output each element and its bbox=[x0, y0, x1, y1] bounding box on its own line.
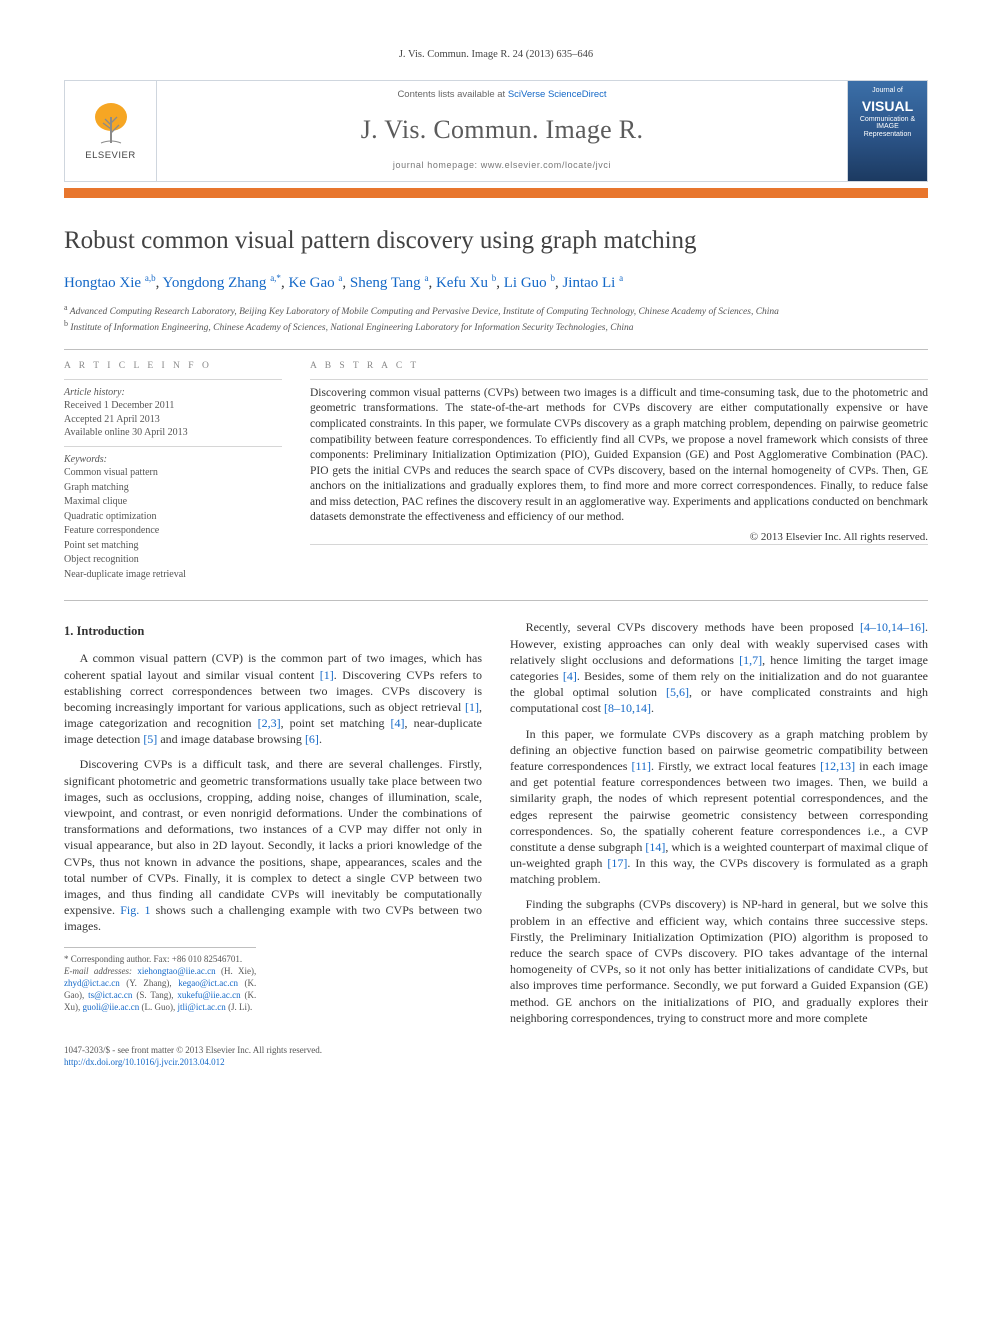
citation-link[interactable]: [4] bbox=[563, 669, 577, 683]
affiliation-a: Advanced Computing Research Laboratory, … bbox=[70, 307, 779, 317]
author-link[interactable]: Ke Gao bbox=[288, 275, 334, 291]
keyword-item: Common visual pattern bbox=[64, 466, 282, 481]
citation-link[interactable]: [8–10,14] bbox=[604, 701, 651, 715]
section-heading: 1. Introduction bbox=[64, 623, 482, 640]
contents-prefix: Contents lists available at bbox=[397, 89, 507, 100]
journal-masthead: ELSEVIER Contents lists available at Sci… bbox=[64, 80, 928, 182]
abstract-copyright: © 2013 Elsevier Inc. All rights reserved… bbox=[310, 530, 928, 545]
keywords-list: Common visual patternGraph matchingMaxim… bbox=[64, 466, 282, 582]
history-online: Available online 30 April 2013 bbox=[64, 426, 282, 440]
email-link[interactable]: xukefu@iie.ac.cn bbox=[177, 990, 240, 1000]
history-received: Received 1 December 2011 bbox=[64, 399, 282, 413]
citation-link[interactable]: [1,7] bbox=[739, 653, 762, 667]
author-list: Hongtao Xie a,b, Yongdong Zhang a,*, Ke … bbox=[64, 272, 928, 293]
keyword-item: Near-duplicate image retrieval bbox=[64, 568, 282, 583]
author-link[interactable]: Sheng Tang bbox=[350, 275, 421, 291]
citation-link[interactable]: [1] bbox=[320, 668, 334, 682]
citation-link[interactable]: [12,13] bbox=[820, 759, 855, 773]
history-label: Article history: bbox=[64, 386, 282, 400]
author-link[interactable]: Hongtao Xie bbox=[64, 275, 141, 291]
journal-homepage: journal homepage: www.elsevier.com/locat… bbox=[165, 159, 839, 171]
abstract-column: A B S T R A C T Discovering common visua… bbox=[310, 360, 928, 582]
citation-link[interactable]: [1] bbox=[465, 700, 479, 714]
article-info-heading: A R T I C L E I N F O bbox=[64, 360, 282, 373]
front-matter-line: 1047-3203/$ - see front matter © 2013 El… bbox=[64, 1044, 928, 1056]
rule bbox=[64, 600, 928, 601]
email-link[interactable]: xiehongtao@iie.ac.cn bbox=[137, 966, 215, 976]
cover-subtitle-2: Communication & IMAGE Representation bbox=[848, 116, 927, 139]
contents-list-line: Contents lists available at SciVerse Sci… bbox=[165, 89, 839, 102]
author-link[interactable]: Yongdong Zhang bbox=[163, 275, 267, 291]
citation-link[interactable]: [5,6] bbox=[666, 685, 689, 699]
keyword-item: Maximal clique bbox=[64, 495, 282, 510]
footnotes: * Corresponding author. Fax: +86 010 825… bbox=[64, 947, 256, 1014]
keyword-item: Point set matching bbox=[64, 539, 282, 554]
corresponding-author-note: * Corresponding author. Fax: +86 010 825… bbox=[64, 953, 256, 965]
email-link[interactable]: kegao@ict.ac.cn bbox=[178, 978, 238, 988]
email-addresses: E-mail addresses: xiehongtao@iie.ac.cn (… bbox=[64, 965, 256, 1014]
abstract-heading: A B S T R A C T bbox=[310, 360, 928, 373]
history-accepted: Accepted 21 April 2013 bbox=[64, 413, 282, 427]
affiliation-b: Institute of Information Engineering, Ch… bbox=[70, 323, 633, 333]
figure-ref-link[interactable]: Fig. 1 bbox=[120, 903, 150, 917]
body-paragraph: Discovering CVPs is a difficult task, an… bbox=[64, 756, 482, 934]
sciencedirect-link[interactable]: SciVerse ScienceDirect bbox=[508, 89, 607, 100]
elsevier-tree-icon bbox=[87, 99, 135, 147]
author-link[interactable]: Jintao Li bbox=[562, 275, 615, 291]
citation-link[interactable]: [17] bbox=[607, 856, 627, 870]
body-paragraph: Recently, several CVPs discovery methods… bbox=[510, 619, 928, 716]
emails-label: E-mail addresses: bbox=[64, 966, 132, 976]
author-link[interactable]: Li Guo bbox=[504, 275, 547, 291]
keyword-item: Graph matching bbox=[64, 481, 282, 496]
citation-link[interactable]: [11] bbox=[631, 759, 651, 773]
rule bbox=[64, 349, 928, 350]
citation-link[interactable]: [14] bbox=[645, 840, 665, 854]
masthead-accent-bar bbox=[64, 188, 928, 198]
citation-link[interactable]: [2,3] bbox=[258, 716, 281, 730]
article-info-column: A R T I C L E I N F O Article history: R… bbox=[64, 360, 282, 582]
keyword-item: Quadratic optimization bbox=[64, 510, 282, 525]
body-paragraph: Finding the subgraphs (CVPs discovery) i… bbox=[510, 896, 928, 1026]
abstract-text: Discovering common visual patterns (CVPs… bbox=[310, 386, 928, 526]
citation-link[interactable]: [4] bbox=[391, 716, 405, 730]
publisher-logo: ELSEVIER bbox=[65, 81, 157, 181]
citation-link[interactable]: [4–10,14–16] bbox=[860, 620, 925, 634]
email-link[interactable]: guoli@iie.ac.cn bbox=[83, 1002, 140, 1012]
front-matter-footer: 1047-3203/$ - see front matter © 2013 El… bbox=[64, 1044, 928, 1068]
doi-link[interactable]: http://dx.doi.org/10.1016/j.jvcir.2013.0… bbox=[64, 1057, 225, 1067]
email-link[interactable]: zhyd@ict.ac.cn bbox=[64, 978, 120, 988]
running-head: J. Vis. Commun. Image R. 24 (2013) 635–6… bbox=[64, 48, 928, 62]
publisher-brand: ELSEVIER bbox=[85, 150, 135, 163]
cover-word: VISUAL bbox=[862, 97, 913, 116]
keyword-item: Object recognition bbox=[64, 553, 282, 568]
keywords-label: Keywords: bbox=[64, 453, 282, 467]
journal-cover-thumbnail: Journal of VISUAL Communication & IMAGE … bbox=[847, 81, 927, 181]
keyword-item: Feature correspondence bbox=[64, 524, 282, 539]
email-link[interactable]: ts@ict.ac.cn bbox=[88, 990, 132, 1000]
affiliations: a Advanced Computing Research Laboratory… bbox=[64, 303, 928, 335]
article-body: 1. Introduction A common visual pattern … bbox=[64, 619, 928, 1026]
citation-link[interactable]: [6] bbox=[305, 732, 319, 746]
email-link[interactable]: jtli@ict.ac.cn bbox=[178, 1002, 226, 1012]
article-title: Robust common visual pattern discovery u… bbox=[64, 224, 928, 258]
citation-link[interactable]: [5] bbox=[143, 732, 157, 746]
body-paragraph: In this paper, we formulate CVPs discove… bbox=[510, 726, 928, 888]
cover-subtitle: Journal of bbox=[868, 87, 907, 95]
author-link[interactable]: Kefu Xu bbox=[436, 275, 488, 291]
body-paragraph: A common visual pattern (CVP) is the com… bbox=[64, 650, 482, 747]
journal-name: J. Vis. Commun. Image R. bbox=[165, 112, 839, 147]
